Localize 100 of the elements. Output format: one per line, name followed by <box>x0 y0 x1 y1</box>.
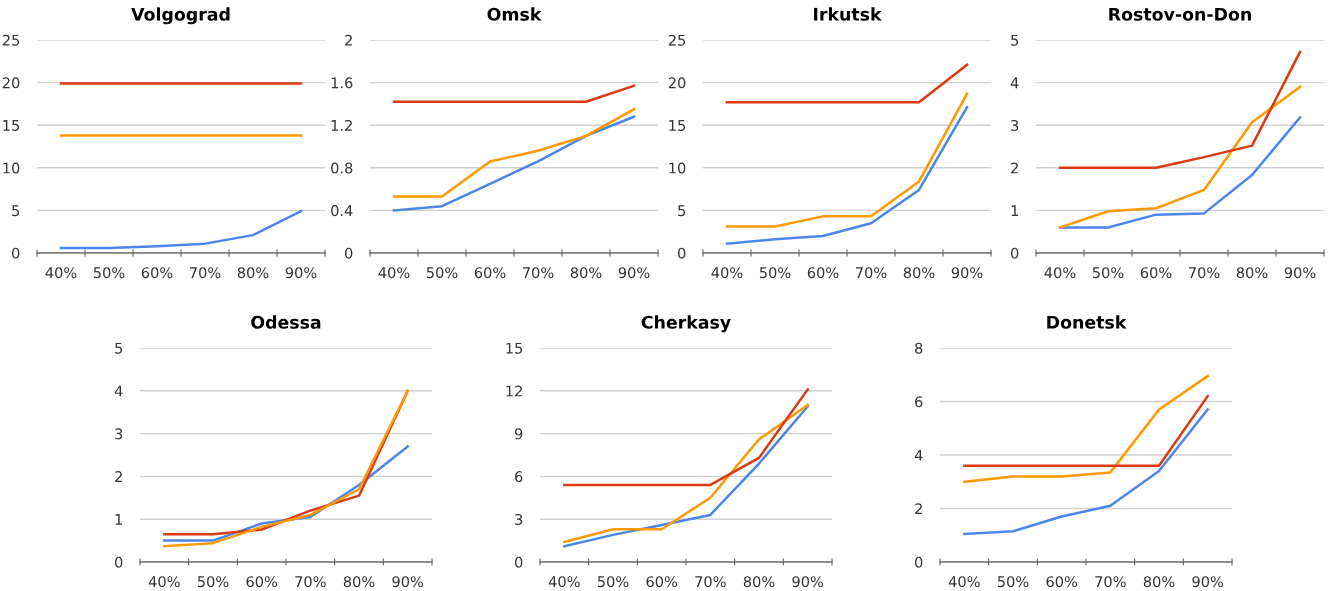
x-tick-label: 50% <box>759 267 791 279</box>
y-tick-label: 10 <box>3 162 20 174</box>
y-tick-label: 5 <box>12 205 20 217</box>
y-tick-label: 2 <box>915 503 922 515</box>
y-tick-label: 0 <box>1011 247 1019 259</box>
x-tick-label: 80% <box>903 267 935 279</box>
line-series <box>963 408 1209 536</box>
x-tick-label: 90% <box>1284 267 1316 279</box>
y-tick-label: 9 <box>514 428 523 440</box>
y-tick-label: 6 <box>515 471 523 483</box>
y-tick-label: 0.4 <box>331 205 353 217</box>
chart-title: Donetsk <box>1047 315 1127 329</box>
x-tick-label: 90% <box>285 267 317 279</box>
x-tick-label: 90% <box>618 267 650 279</box>
x-tick-label: 40% <box>45 267 77 279</box>
y-tick-label: 4 <box>914 449 923 461</box>
y-tick-label: 0 <box>915 556 923 568</box>
x-tick-label: 60% <box>1140 267 1172 279</box>
y-tick-label: 0 <box>345 247 353 259</box>
x-tick-label: 60% <box>646 576 678 588</box>
x-tick-label: 80% <box>237 267 269 279</box>
line-series <box>963 374 1209 483</box>
line-series <box>392 107 636 198</box>
x-tick-label: 80% <box>570 267 602 279</box>
x-tick-label: 80% <box>343 576 375 588</box>
chart-title: Rostov-on-Don <box>1109 7 1251 21</box>
x-tick-label: 50% <box>197 576 229 588</box>
x-tick-label: 60% <box>807 267 839 279</box>
y-tick-label: 5 <box>678 205 686 217</box>
chart-title: Volgograd <box>131 7 230 25</box>
x-tick-label: 90% <box>1192 576 1224 588</box>
line-series <box>1058 85 1302 229</box>
x-tick-label: 50% <box>93 267 125 279</box>
y-tick-label: 2 <box>1011 162 1018 174</box>
x-tick-label: 40% <box>711 267 743 279</box>
y-tick-label: 10 <box>669 162 686 174</box>
x-tick-label: 70% <box>189 267 221 279</box>
y-tick-label: 0 <box>515 556 523 568</box>
y-tick-label: 6 <box>915 396 923 408</box>
y-tick-label: 25 <box>668 34 686 46</box>
y-tick-label: 20 <box>668 77 686 89</box>
x-tick-label: 70% <box>295 576 326 588</box>
x-tick-label: 40% <box>378 267 410 279</box>
x-tick-label: 50% <box>597 576 629 588</box>
y-tick-label: 2 <box>345 34 352 46</box>
line-series <box>392 115 636 212</box>
y-tick-label: 20 <box>2 77 20 89</box>
x-tick-label: 70% <box>695 576 726 588</box>
y-tick-label: 4 <box>1010 77 1019 89</box>
y-tick-label: 3 <box>1011 119 1019 131</box>
x-tick-label: 80% <box>743 576 775 588</box>
chart-title: Irkutsk <box>814 7 882 21</box>
y-tick-label: 5 <box>1011 34 1019 46</box>
x-tick-label: 50% <box>997 576 1029 588</box>
y-tick-label: 2 <box>115 471 122 482</box>
x-tick-label: 60% <box>474 267 506 279</box>
y-tick-label: 15 <box>3 120 20 131</box>
y-tick-label: 0 <box>678 247 686 259</box>
x-tick-label: 70% <box>522 267 554 279</box>
x-tick-label: 60% <box>1046 576 1078 588</box>
y-tick-label: 0 <box>115 556 123 568</box>
y-tick-label: 8 <box>915 342 923 354</box>
x-tick-label: 70% <box>1095 576 1126 588</box>
line-series <box>1058 50 1302 170</box>
y-tick-label: 1.2 <box>331 119 352 131</box>
x-tick-label: 90% <box>392 576 424 588</box>
y-tick-label: 5 <box>115 342 123 354</box>
y-tick-label: 1 <box>115 514 122 525</box>
x-tick-label: 50% <box>1092 267 1124 279</box>
y-tick-label: 3 <box>115 428 123 440</box>
y-tick-label: 15 <box>669 120 686 131</box>
y-tick-label: 4 <box>114 385 123 397</box>
chart-title: Omsk <box>487 7 542 21</box>
x-tick-label: 90% <box>951 267 983 279</box>
chart-title: Odessa <box>251 315 321 329</box>
x-tick-label: 60% <box>141 267 173 279</box>
x-tick-label: 40% <box>1044 267 1076 279</box>
y-tick-label: 1.6 <box>331 77 353 89</box>
x-tick-label: 50% <box>426 267 458 279</box>
x-tick-label: 70% <box>855 267 887 279</box>
x-tick-label: 80% <box>1236 267 1268 279</box>
y-tick-label: 15 <box>506 342 523 354</box>
y-tick-label: 25 <box>2 34 20 46</box>
line-series <box>1058 116 1302 229</box>
chart-title: Cherkasy <box>641 315 731 333</box>
line-series <box>725 106 969 245</box>
x-tick-label: 90% <box>792 576 824 588</box>
line-series <box>725 92 969 228</box>
y-tick-label: 0.8 <box>331 162 353 174</box>
line-series <box>59 210 303 250</box>
x-tick-label: 40% <box>948 576 980 588</box>
y-tick-label: 12 <box>506 385 522 397</box>
x-tick-label: 40% <box>548 576 580 588</box>
x-tick-label: 70% <box>1188 267 1220 279</box>
y-tick-label: 0 <box>12 247 20 259</box>
x-tick-label: 40% <box>148 576 180 588</box>
x-tick-label: 80% <box>1143 576 1175 588</box>
y-tick-label: 3 <box>515 513 523 525</box>
y-tick-label: 1 <box>1011 205 1018 216</box>
x-tick-label: 60% <box>246 576 278 588</box>
